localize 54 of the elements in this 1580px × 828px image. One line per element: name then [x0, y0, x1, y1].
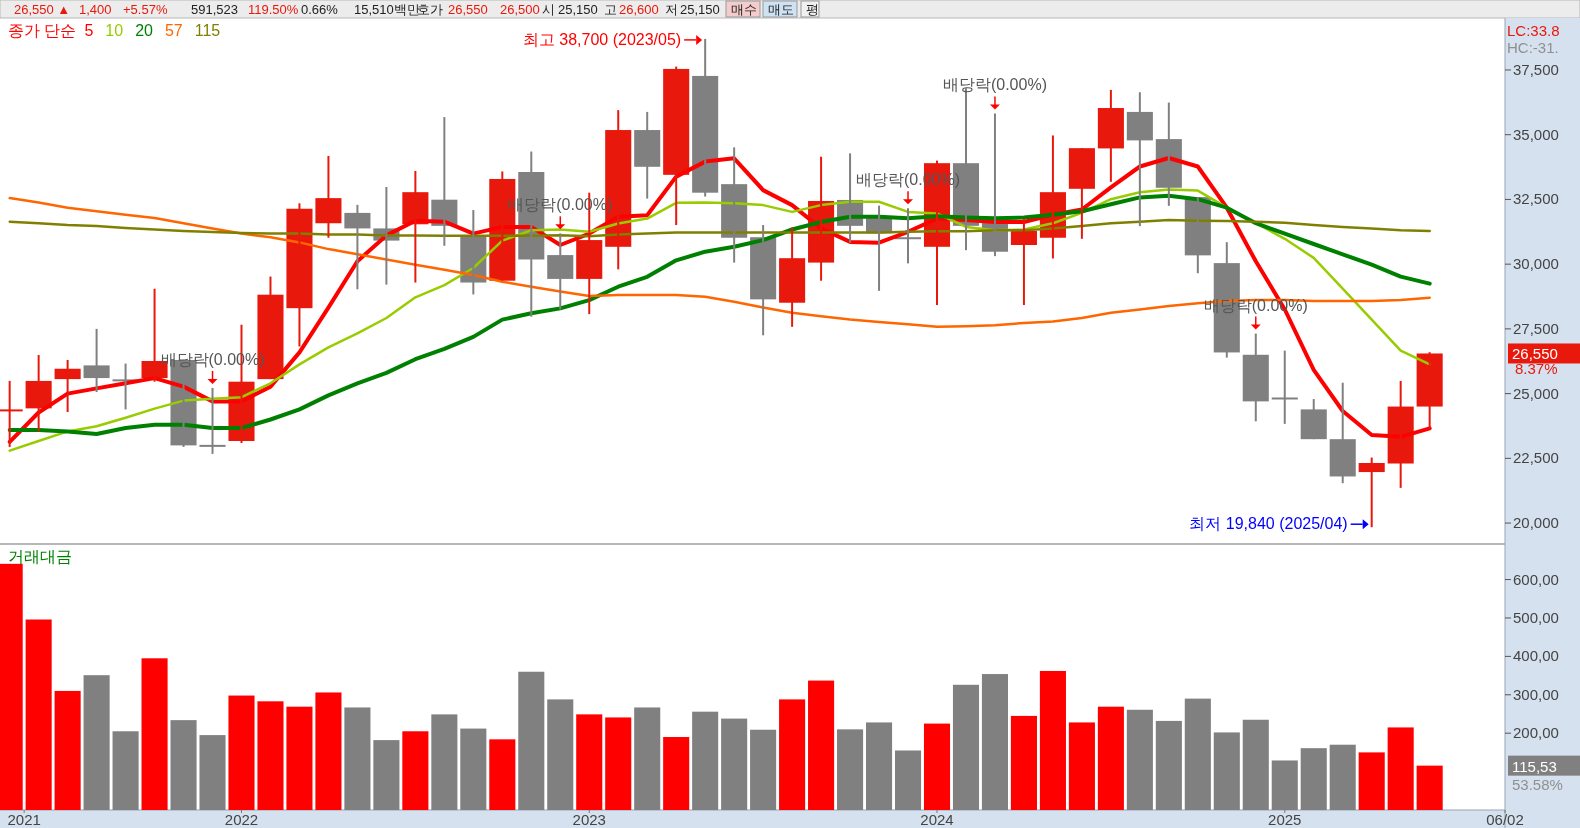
text: 15,510백만: [354, 2, 420, 17]
legend-title: 종가 단순: [8, 22, 77, 39]
text: 20: [135, 22, 154, 39]
chart-title: 거래대금: [8, 548, 72, 565]
y-tick-label: 20,000: [1513, 514, 1559, 532]
text: 평: [806, 2, 819, 17]
text: 53.58%: [1512, 776, 1563, 793]
text: HC:-31.: [1507, 39, 1559, 56]
text: 5: [84, 22, 94, 39]
text: 115,53: [1512, 757, 1557, 775]
text: 26,550: [1512, 345, 1558, 363]
text: 26,500: [500, 2, 540, 17]
annotation: 최저 19,840 (2025/04): [1189, 515, 1348, 533]
y-tick-label: 27,500: [1513, 319, 1559, 337]
text: 호가: [417, 2, 443, 17]
text: 8.37%: [1515, 360, 1558, 377]
y-tick-label: 32,500: [1513, 190, 1559, 208]
text: 10: [105, 22, 124, 39]
text: +5.57%: [123, 2, 168, 17]
text: 저: [665, 2, 678, 17]
annotation: 배당락(0.00%): [942, 76, 1047, 94]
x-tick-label: 2021: [7, 811, 41, 828]
x-tick-label: 2025: [1268, 811, 1302, 828]
text: 25,150: [558, 2, 598, 17]
x-tick-label: 06/02: [1486, 811, 1524, 828]
text: LC:33.8: [1507, 22, 1560, 39]
text: 25,150: [680, 2, 720, 17]
text: 매도: [768, 2, 794, 17]
text: 26,550 ▲: [14, 2, 71, 17]
y-tick-label: 300,00: [1513, 685, 1559, 703]
text: 매수: [731, 2, 757, 17]
y-tick-label: 30,000: [1513, 255, 1559, 273]
text: 26,600: [619, 2, 659, 17]
text: 고: [604, 2, 617, 17]
text: 115: [194, 22, 221, 39]
text: 1,400: [79, 2, 112, 17]
y-tick-label: 22,500: [1513, 449, 1559, 467]
y-tick-label: 600,00: [1513, 570, 1559, 588]
y-tick-label: 37,500: [1513, 60, 1559, 78]
x-tick-label: 2024: [920, 811, 954, 828]
annotation: 최고 38,700 (2023/05): [522, 30, 682, 48]
y-tick-label: 500,00: [1513, 608, 1559, 626]
y-tick-label: 200,00: [1513, 724, 1559, 742]
y-tick-label: 35,000: [1513, 125, 1559, 143]
x-tick-label: 2023: [572, 811, 606, 828]
text: 26,550: [448, 2, 488, 17]
text: 57: [164, 22, 183, 39]
text: 시: [542, 2, 555, 17]
text: 119.50%: [248, 2, 299, 17]
x-tick-label: 2022: [224, 811, 259, 828]
y-tick-label: 25,000: [1513, 384, 1559, 402]
text: 591,523: [191, 2, 238, 17]
y-tick-label: 400,00: [1513, 647, 1559, 665]
text: 0.66%: [301, 2, 339, 17]
